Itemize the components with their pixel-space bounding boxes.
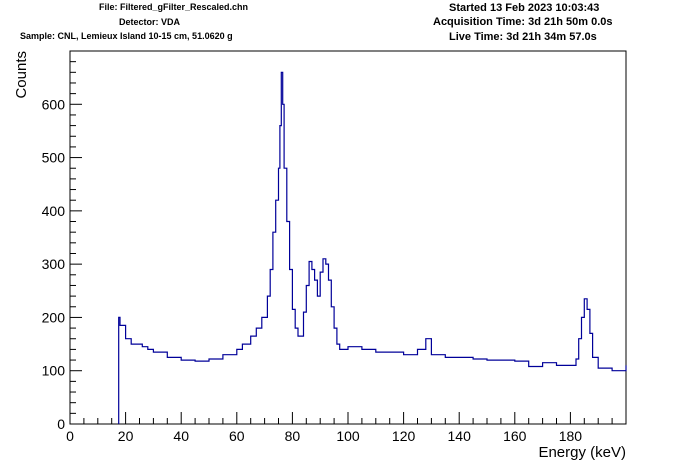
y-tick-label: 400 [42, 203, 66, 219]
sample-label: Sample: CNL, Lemieux Island 10-15 cm, 51… [20, 31, 233, 41]
y-tick-label: 500 [42, 150, 66, 166]
y-axis-label: Counts [13, 51, 30, 99]
acquisition-time-label: Acquisition Time: 3d 21h 50m 0.0s [433, 16, 613, 28]
file-label: File: Filtered_gFilter_Rescaled.chn [99, 2, 249, 12]
x-axis-label: Energy (keV) [538, 444, 626, 461]
spectrum-series-line [118, 71, 627, 424]
y-tick-label: 200 [42, 309, 66, 325]
y-tick-label: 600 [42, 96, 66, 112]
plot-frame [69, 50, 627, 425]
y-tick-label: 0 [57, 416, 65, 432]
x-tick-label: 0 [66, 428, 74, 444]
detector-label: Detector: VDA [119, 17, 181, 27]
x-tick-label: 180 [559, 428, 583, 444]
x-tick-label: 100 [336, 428, 360, 444]
x-tick-label: 20 [118, 428, 134, 444]
x-tick-label: 120 [392, 428, 416, 444]
x-tick-label: 160 [503, 428, 527, 444]
x-tick-label: 140 [448, 428, 472, 444]
x-tick-label: 40 [173, 428, 189, 444]
x-tick-label: 80 [285, 428, 301, 444]
y-tick-label: 300 [42, 256, 66, 272]
live-time-label: Live Time: 3d 21h 34m 57.0s [449, 31, 597, 43]
y-tick-label: 100 [42, 363, 66, 379]
started-label: Started 13 Feb 2023 10:03:43 [449, 2, 600, 14]
x-tick-label: 60 [229, 428, 245, 444]
